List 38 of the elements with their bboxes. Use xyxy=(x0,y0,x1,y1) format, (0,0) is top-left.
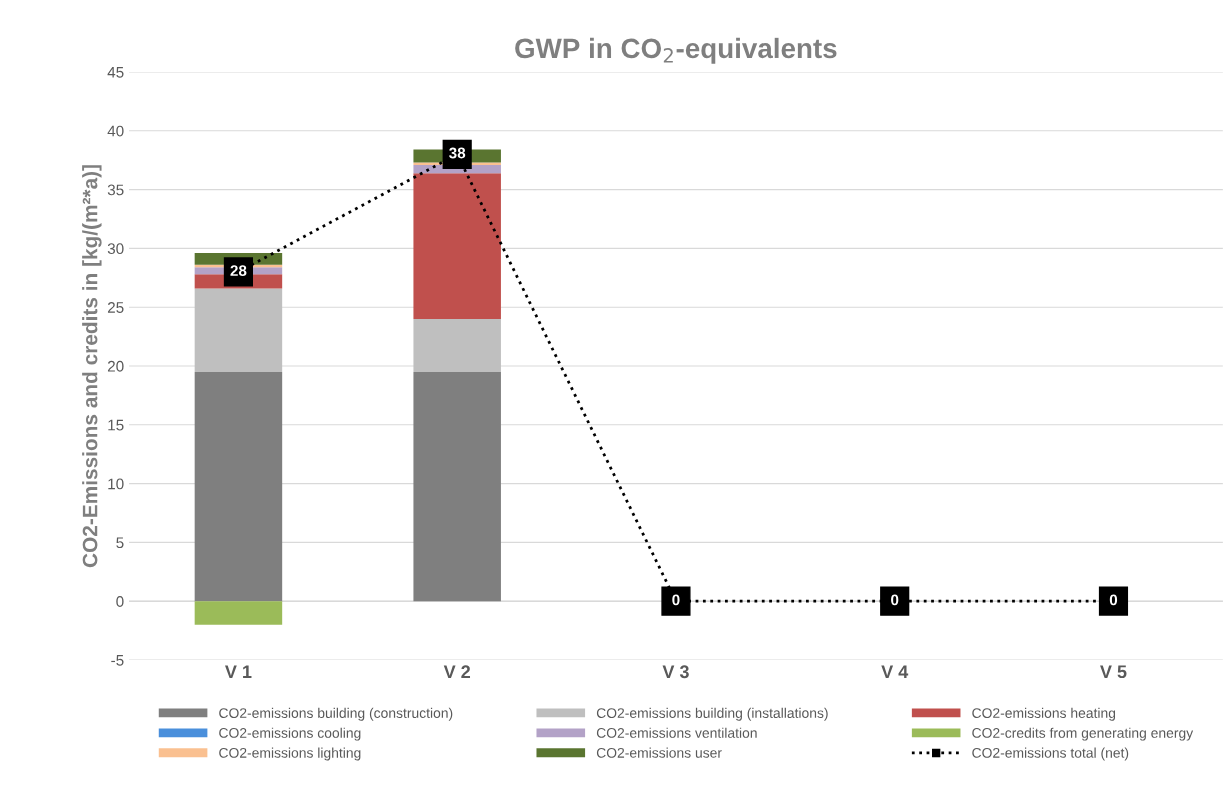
y-tick-label: 10 xyxy=(108,478,124,490)
x-tick-label: V 2 xyxy=(443,665,471,678)
data-label: 28 xyxy=(230,265,247,277)
y-tick-label: 40 xyxy=(107,125,124,137)
y-tick-label: 25 xyxy=(107,302,124,313)
chart-title: GWP in CO$_{2}$-equivalents xyxy=(515,37,837,64)
y-tick-label: 45 xyxy=(107,67,124,78)
legend-label: CO2-emissions cooling xyxy=(219,727,361,741)
data-label: 0 xyxy=(891,594,899,606)
legend-label: CO2-credits from generating energy xyxy=(972,727,1194,741)
x-tick-label: V 3 xyxy=(662,665,689,679)
bar xyxy=(413,371,501,602)
legend-label: CO2-emissions lighting xyxy=(219,747,361,761)
x-tick-label: V 5 xyxy=(1100,665,1127,679)
data-label: 0 xyxy=(672,594,680,606)
y-tick-label: 30 xyxy=(107,243,124,255)
bar xyxy=(194,371,283,602)
bar xyxy=(194,601,283,625)
legend-label: CO2-emissions ventilation xyxy=(596,727,757,738)
legend-label: CO2-emissions user xyxy=(596,747,722,758)
y-tick-label: 15 xyxy=(108,419,124,431)
data-label: 38 xyxy=(449,147,466,159)
legend-label: CO2-emissions heating xyxy=(972,707,1116,721)
y-tick-label: 0 xyxy=(116,596,124,607)
x-tick-label: V 1 xyxy=(225,665,252,678)
y-tick-label: -5 xyxy=(111,655,124,666)
data-label: 0 xyxy=(1109,594,1118,606)
bar xyxy=(194,288,283,372)
y-axis-title: CO2-Emissions and credits in [kg/(m²*a)] xyxy=(82,165,102,568)
x-tick-label: V 4 xyxy=(881,665,909,678)
y-tick-label: 20 xyxy=(107,360,124,372)
y-tick-label: 5 xyxy=(116,537,124,549)
legend-label: CO2-emissions building (installations) xyxy=(596,707,828,721)
bar xyxy=(413,318,501,372)
legend-label: CO2-emissions total (net) xyxy=(972,747,1129,761)
bar xyxy=(413,173,501,319)
y-tick-label: 35 xyxy=(107,184,124,196)
legend-label: CO2-emissions building (construction) xyxy=(219,707,453,721)
